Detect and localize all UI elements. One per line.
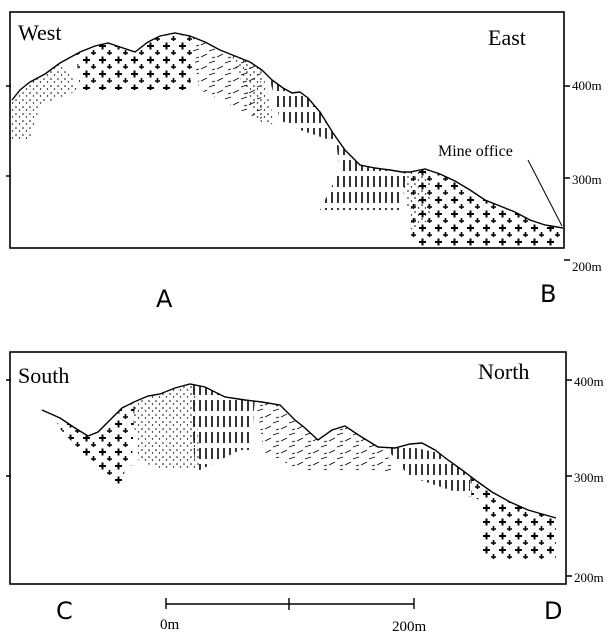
section-frame — [9, 351, 567, 585]
elevation-label-400: 400m — [572, 78, 602, 93]
mine-office-label: Mine office — [438, 143, 513, 160]
unit-dotted — [130, 385, 200, 470]
mine-office-callout: Mine office — [438, 143, 563, 227]
section-end-c: C — [56, 597, 73, 625]
unit-vertical-hatch — [270, 80, 410, 210]
left-elevation-ticks — [6, 379, 11, 477]
elevation-label-200: 200m — [572, 259, 602, 274]
elevation-label-300: 300m — [574, 470, 604, 485]
surface-profile — [11, 32, 564, 229]
unit-granite-west — [75, 33, 195, 92]
section-end-d: D — [544, 597, 562, 625]
right-direction-label: East — [488, 25, 526, 50]
section-frame — [9, 11, 565, 249]
left-direction-label: West — [18, 20, 61, 45]
unit-granite-south — [50, 400, 135, 495]
section-c-d: 400m 300m 200m South North — [6, 351, 604, 585]
scale-bar-line — [165, 598, 415, 610]
surface-profile — [41, 383, 557, 519]
scale-bar: 0m 200m — [160, 598, 427, 634]
unit-granite-north — [470, 470, 556, 560]
elevation-label-300: 300m — [572, 172, 602, 187]
section-end-a: A — [156, 285, 173, 313]
elevation-label-200: 200m — [574, 570, 604, 585]
mine-office-leader — [527, 159, 563, 227]
right-direction-label: North — [478, 359, 529, 384]
unit-granite-east — [410, 165, 563, 246]
scale-bar-end-label: 200m — [392, 619, 427, 634]
elevation-scale: 400m 300m 200m — [564, 78, 602, 274]
unit-dashed — [255, 395, 400, 480]
left-direction-label: South — [18, 363, 69, 388]
scale-bar-start-label: 0m — [160, 617, 180, 633]
section-a-b: 400m 300m 200m West East Mine office — [6, 11, 602, 274]
unit-dotted — [12, 60, 80, 140]
section-end-b: B — [540, 280, 556, 308]
unit-dotted-2 — [230, 50, 275, 125]
elevation-scale: 400m 300m 200m — [566, 374, 604, 585]
left-elevation-ticks — [6, 85, 11, 177]
elevation-label-400: 400m — [574, 374, 604, 389]
rock-units — [50, 384, 556, 560]
unit-vertical-hatch — [190, 384, 255, 470]
rock-units — [12, 33, 563, 246]
